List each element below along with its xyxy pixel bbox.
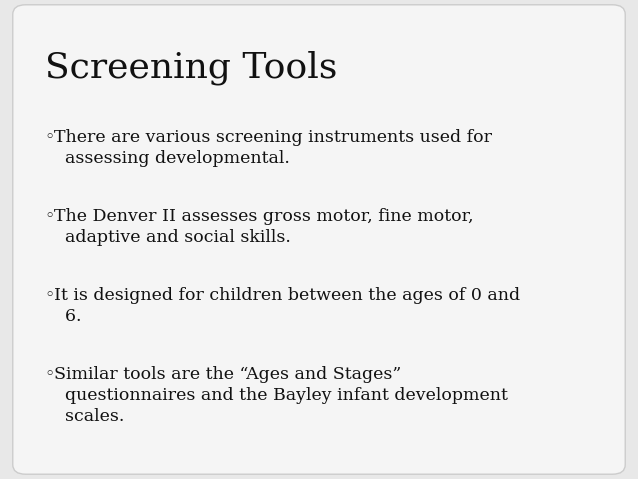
Text: It is designed for children between the ages of 0 and
  6.: It is designed for children between the … (54, 287, 521, 325)
Text: ◦: ◦ (45, 208, 55, 225)
Text: The Denver II assesses gross motor, fine motor,
  adaptive and social skills.: The Denver II assesses gross motor, fine… (54, 208, 474, 246)
Text: ◦: ◦ (45, 287, 55, 304)
FancyBboxPatch shape (13, 5, 625, 474)
Text: There are various screening instruments used for
  assessing developmental.: There are various screening instruments … (54, 129, 493, 167)
Text: ◦: ◦ (45, 129, 55, 146)
Text: Screening Tools: Screening Tools (45, 50, 337, 85)
Text: Similar tools are the “Ages and Stages”
  questionnaires and the Bayley infant d: Similar tools are the “Ages and Stages” … (54, 366, 508, 425)
Text: ◦: ◦ (45, 366, 55, 383)
